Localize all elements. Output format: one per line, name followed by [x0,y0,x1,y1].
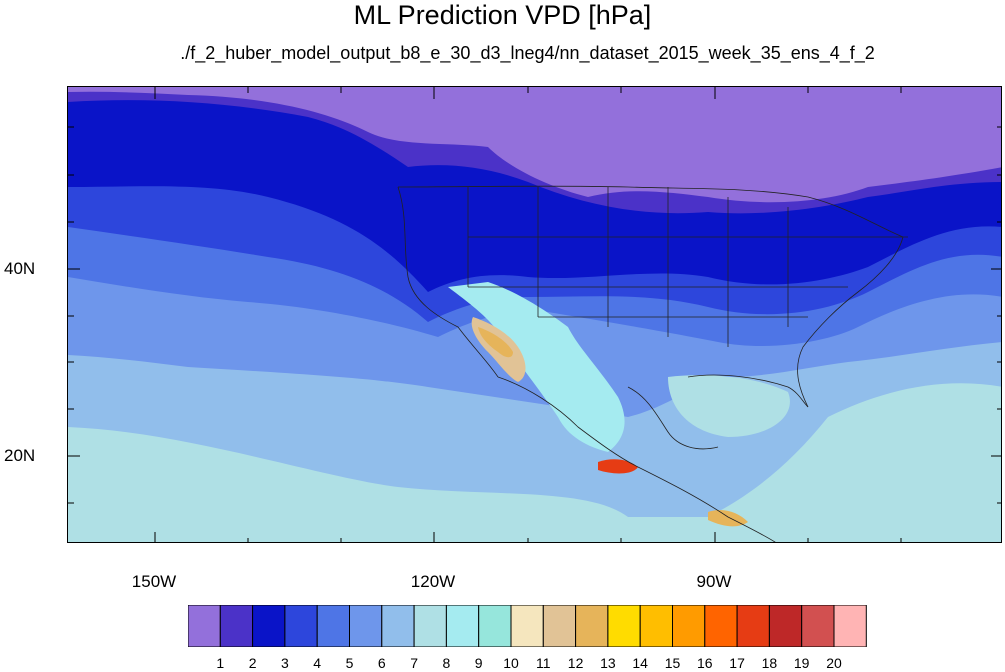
lon-ticks [154,87,902,542]
lon-label-90w: 90W [696,572,732,591]
map-panel [67,86,1002,543]
map-title: ML Prediction VPD [hPa] [353,0,652,30]
colorbar-swatch [575,605,609,647]
colorbar-tick-label: 17 [729,655,745,671]
colorbar-swatch [833,605,867,647]
colorbar-swatch [188,605,221,647]
colorbar-tick-label: 11 [536,655,551,671]
colorbar-swatch [542,605,577,647]
colorbar-tick-label: 16 [697,655,713,671]
colorbar-swatch [672,605,706,647]
colorbar-swatch [736,605,770,647]
colorbar-swatch [252,605,286,647]
colorbar-swatch [478,605,512,647]
colorbar-tick-label: 15 [664,655,681,671]
field-band-1 [68,87,1001,203]
colorbar-tick-label: 4 [313,655,322,671]
colorbar-swatch [704,605,738,647]
colorbar-swatch [639,605,674,647]
lat-label-40n: 40N [4,259,36,278]
lat-label-20n: 20N [4,446,36,465]
field-hot-mexico [598,459,638,474]
colorbar-swatch [768,605,803,647]
colorbar-swatch [381,605,415,647]
colorbar-tick-label: 18 [761,655,778,671]
colorbar-tick-label: 20 [826,655,842,671]
colorbar-tick-label: 10 [503,655,519,671]
field-dry-sw [448,282,625,452]
colorbar-swatch [349,605,383,647]
coastlines [397,185,908,542]
colorbar-swatch [510,605,544,647]
lon-label-120w: 120W [410,572,456,591]
colorbar-tick-label: 12 [567,655,584,671]
colorbar-tick-label: 8 [442,655,451,671]
colorbar [188,605,867,647]
colorbar-tick-label: 9 [474,655,483,671]
map-subtitle: ./f_2_huber_model_output_b8_e_30_d3_lneg… [180,43,875,63]
colorbar-swatch [284,605,318,647]
colorbar-swatch [316,605,350,647]
colorbar-tick-label: 14 [632,655,648,671]
colorbar-swatch [413,605,447,647]
colorbar-swatch [607,605,641,647]
colorbar-tick-label: 2 [248,655,257,671]
colorbar-swatch [801,605,835,647]
colorbar-swatch [445,605,480,647]
vpd-map [68,87,1001,542]
colorbar-tick-label: 5 [345,655,354,671]
colorbar-tick-label: 6 [377,655,386,671]
colorbar-tick-label: 7 [410,655,418,671]
colorbar-tick-label: 3 [280,655,289,671]
lat-ticks [68,126,1001,504]
colorbar-tick-label: 1 [216,655,225,671]
field-gulf [668,375,790,437]
field-dry-core-13 [478,327,513,358]
colorbar-tick-label: 19 [793,655,810,671]
lon-label-150w: 150W [131,572,177,591]
colorbar-tick-label: 13 [600,655,616,671]
colorbar-swatch [219,605,254,647]
